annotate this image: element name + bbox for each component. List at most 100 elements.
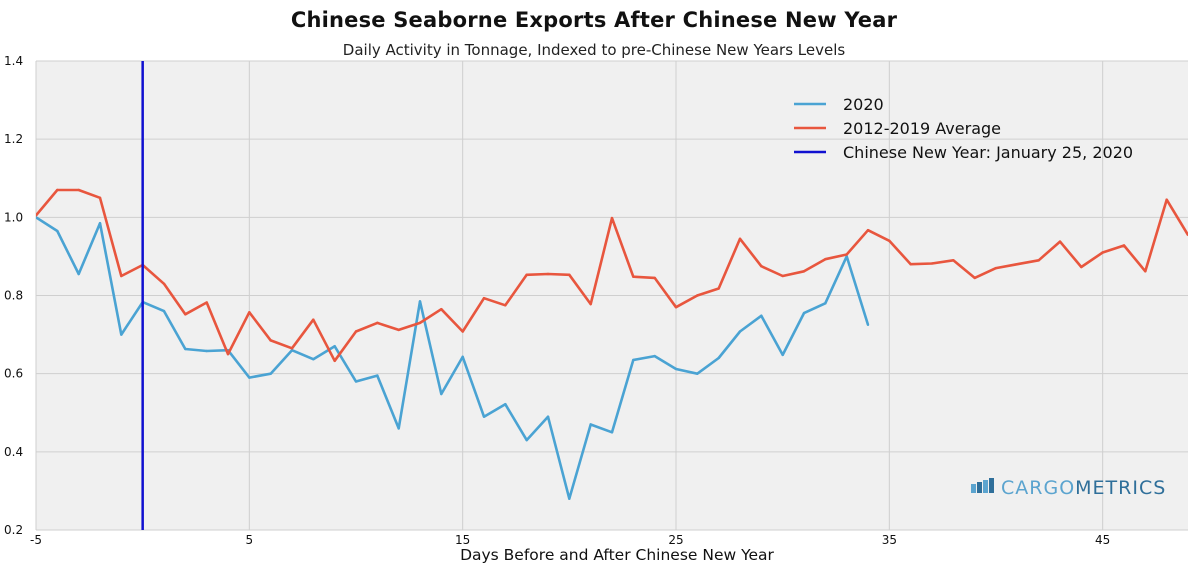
y-tick-labels: 0.2 0.4 0.6 0.8 1.0 1.2 1.4	[4, 54, 23, 537]
data-point	[205, 301, 208, 304]
data-point	[504, 402, 507, 406]
data-point	[1037, 259, 1040, 262]
data-point	[354, 380, 358, 383]
y-tick-label: 0.4	[4, 445, 23, 459]
data-point	[717, 356, 720, 360]
logo-bar	[971, 484, 976, 493]
x-tick-label: 5	[246, 533, 254, 547]
y-tick-label: 0.2	[4, 523, 23, 537]
data-point	[461, 355, 464, 359]
data-point	[397, 328, 400, 332]
data-point	[909, 263, 912, 266]
data-point	[781, 274, 784, 278]
data-point	[56, 188, 59, 192]
x-tick-labels: -5 5 15 25 35 45	[30, 533, 1110, 547]
data-point	[269, 339, 272, 342]
legend: 2020 2012-2019 Average Chinese New Year: J…	[794, 95, 1133, 162]
data-point	[418, 300, 422, 303]
data-point	[184, 313, 187, 316]
data-point	[738, 330, 742, 333]
data-point	[333, 359, 336, 362]
data-point	[610, 216, 614, 220]
logo-bar	[983, 480, 988, 493]
data-point	[866, 229, 870, 232]
data-point	[77, 272, 80, 276]
data-point	[77, 188, 80, 192]
data-point	[440, 392, 443, 396]
data-point	[1101, 251, 1104, 254]
data-point	[952, 259, 955, 262]
series-group	[36, 61, 1188, 530]
data-point	[269, 372, 272, 375]
data-point	[632, 275, 635, 278]
data-point	[98, 196, 102, 199]
data-point	[482, 415, 486, 418]
data-point	[36, 216, 38, 219]
data-point	[312, 358, 315, 361]
data-point	[120, 333, 123, 336]
data-point	[1080, 265, 1083, 269]
data-point	[781, 353, 784, 357]
data-point	[290, 347, 294, 350]
data-point	[248, 376, 251, 379]
series-line-0	[36, 216, 870, 501]
data-point	[184, 347, 187, 351]
data-point	[418, 321, 422, 325]
data-point	[696, 294, 699, 297]
data-point	[653, 354, 656, 358]
cargometrics-logo-icon	[971, 478, 994, 493]
data-point	[376, 321, 379, 325]
data-point	[354, 330, 358, 333]
x-tick-label: 35	[882, 533, 897, 547]
data-point	[376, 374, 379, 377]
chart-subtitle: Daily Activity in Tonnage, Indexed to pr…	[342, 41, 846, 59]
data-point	[888, 239, 891, 242]
data-point	[98, 221, 102, 225]
data-point	[674, 367, 678, 371]
data-point	[866, 323, 870, 327]
data-point	[802, 311, 806, 315]
data-point	[973, 276, 976, 280]
grid-lines	[35, 60, 1188, 531]
x-axis-label: Days Before and After Chinese New Year	[460, 546, 774, 564]
x-tick-label: 45	[1095, 533, 1110, 547]
data-point	[1122, 244, 1126, 247]
data-point	[824, 302, 827, 305]
y-tick-label: 1.4	[4, 54, 23, 68]
x-tick-label: -5	[30, 533, 42, 547]
brand-part1: CARGO	[1001, 477, 1075, 499]
data-point	[546, 415, 550, 418]
cargometrics-watermark: CARGOMETRICS	[971, 477, 1166, 499]
data-point	[589, 423, 592, 426]
data-point	[248, 311, 251, 314]
data-point	[226, 352, 230, 356]
data-point	[845, 253, 848, 256]
data-point	[504, 304, 507, 307]
y-tick-label: 0.8	[4, 289, 23, 303]
data-point	[312, 318, 315, 321]
data-point	[824, 257, 827, 261]
logo-bar	[977, 482, 982, 493]
logo-bar	[989, 478, 994, 493]
legend-label: Chinese New Year: January 25, 2020	[843, 143, 1133, 162]
data-point	[738, 237, 742, 241]
data-point	[760, 264, 763, 268]
data-point	[1144, 270, 1147, 273]
data-point	[36, 214, 38, 217]
data-point	[333, 345, 336, 348]
data-point	[674, 306, 678, 309]
brand-part2: METRICS	[1075, 477, 1166, 499]
data-point	[482, 297, 486, 300]
x-tick-label: 25	[668, 533, 683, 547]
data-point	[397, 427, 400, 430]
data-point	[56, 229, 59, 233]
data-point	[1016, 263, 1019, 266]
cargometrics-logo-text: CARGOMETRICS	[1001, 477, 1166, 499]
chart-title: Chinese Seaborne Exports After Chinese N…	[290, 8, 898, 32]
data-point	[1165, 198, 1168, 201]
data-point	[290, 349, 294, 352]
y-tick-label: 0.6	[4, 367, 23, 381]
data-point	[568, 497, 571, 500]
data-point	[653, 276, 656, 280]
data-point	[440, 307, 443, 311]
